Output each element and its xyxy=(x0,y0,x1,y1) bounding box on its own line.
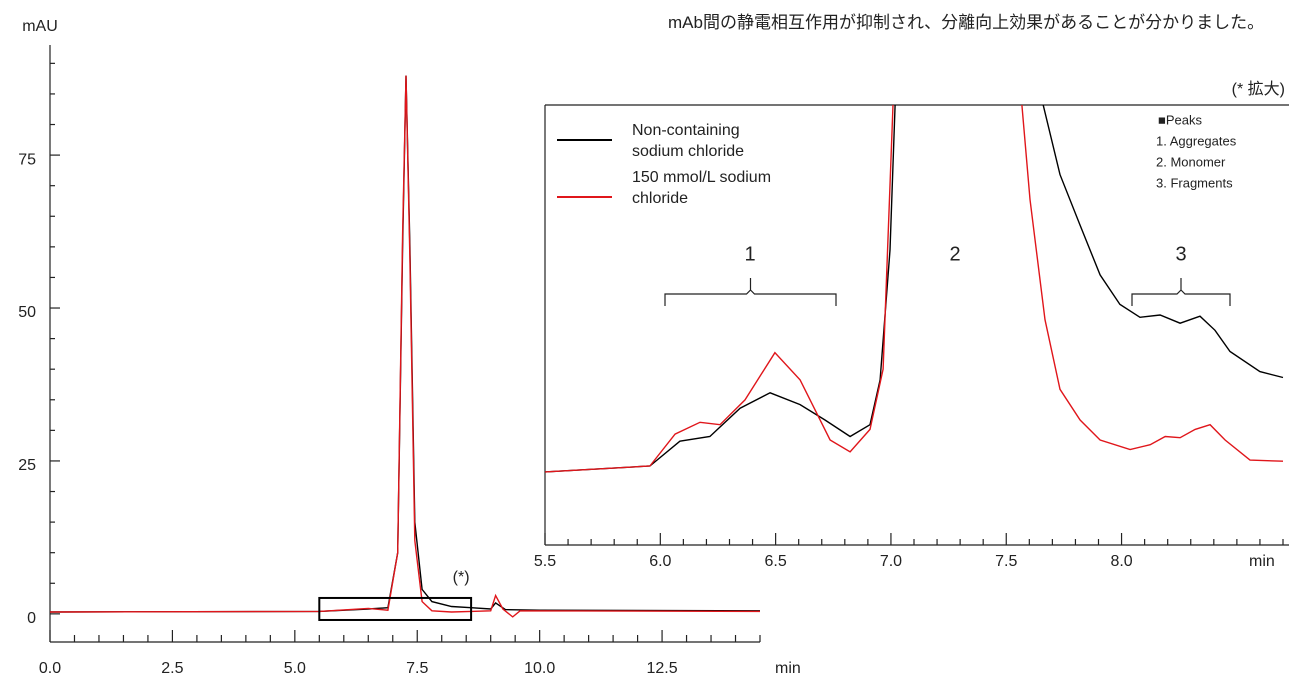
x-tick-label: 6.0 xyxy=(649,553,671,570)
x-tick-label: 5.0 xyxy=(284,660,306,677)
inset-background xyxy=(545,105,1289,545)
zoom-box xyxy=(318,596,473,621)
legend-label: Non-containing sodium chloride xyxy=(632,122,745,160)
y-tick-label: 75 xyxy=(18,151,36,168)
y-tick-label: 50 xyxy=(18,304,36,321)
peaks-item: 2. Monomer xyxy=(1156,154,1226,169)
legend-label: 150 mmol/L sodium chloride xyxy=(632,169,772,207)
y-tick-label: 25 xyxy=(18,457,36,474)
trace xyxy=(49,75,761,618)
y-tick-label: 0 xyxy=(27,610,36,627)
trace xyxy=(49,75,761,613)
peaks-item: 3. Fragments xyxy=(1156,175,1233,190)
peak-label: 1 xyxy=(744,243,755,265)
inset-title: (* 拡大) xyxy=(1232,80,1285,98)
peak-label: 3 xyxy=(1175,243,1186,265)
zoom-label: (*) xyxy=(453,569,470,586)
x-tick-label: 7.5 xyxy=(995,553,1017,570)
x-tick-label: 8.0 xyxy=(1110,553,1132,570)
peaks-title: ■Peaks xyxy=(1158,112,1202,127)
peak-label: 2 xyxy=(949,243,960,265)
x-axis-label: min xyxy=(775,660,801,677)
x-tick-label: 6.5 xyxy=(765,553,787,570)
x-tick-label: 5.5 xyxy=(534,553,556,570)
x-tick-label: 7.5 xyxy=(406,660,428,677)
inset-plot xyxy=(545,105,1284,473)
x-tick-label: 10.0 xyxy=(524,660,555,677)
trace xyxy=(545,105,1284,473)
bracket xyxy=(664,278,837,306)
x-tick-label: 12.5 xyxy=(646,660,677,677)
caption: mAb間の静電相互作用が抑制され、分離向上効果があることが分かりました。 xyxy=(668,13,1265,32)
y-axis-label: mAU xyxy=(22,18,58,35)
x-tick-label: 2.5 xyxy=(161,660,183,677)
bracket xyxy=(1131,278,1231,306)
trace xyxy=(545,105,1284,473)
x-tick-label: 0.0 xyxy=(39,660,61,677)
x-axis-label: min xyxy=(1249,553,1275,570)
peaks-item: 1. Aggregates xyxy=(1156,133,1237,148)
x-tick-label: 7.0 xyxy=(880,553,902,570)
